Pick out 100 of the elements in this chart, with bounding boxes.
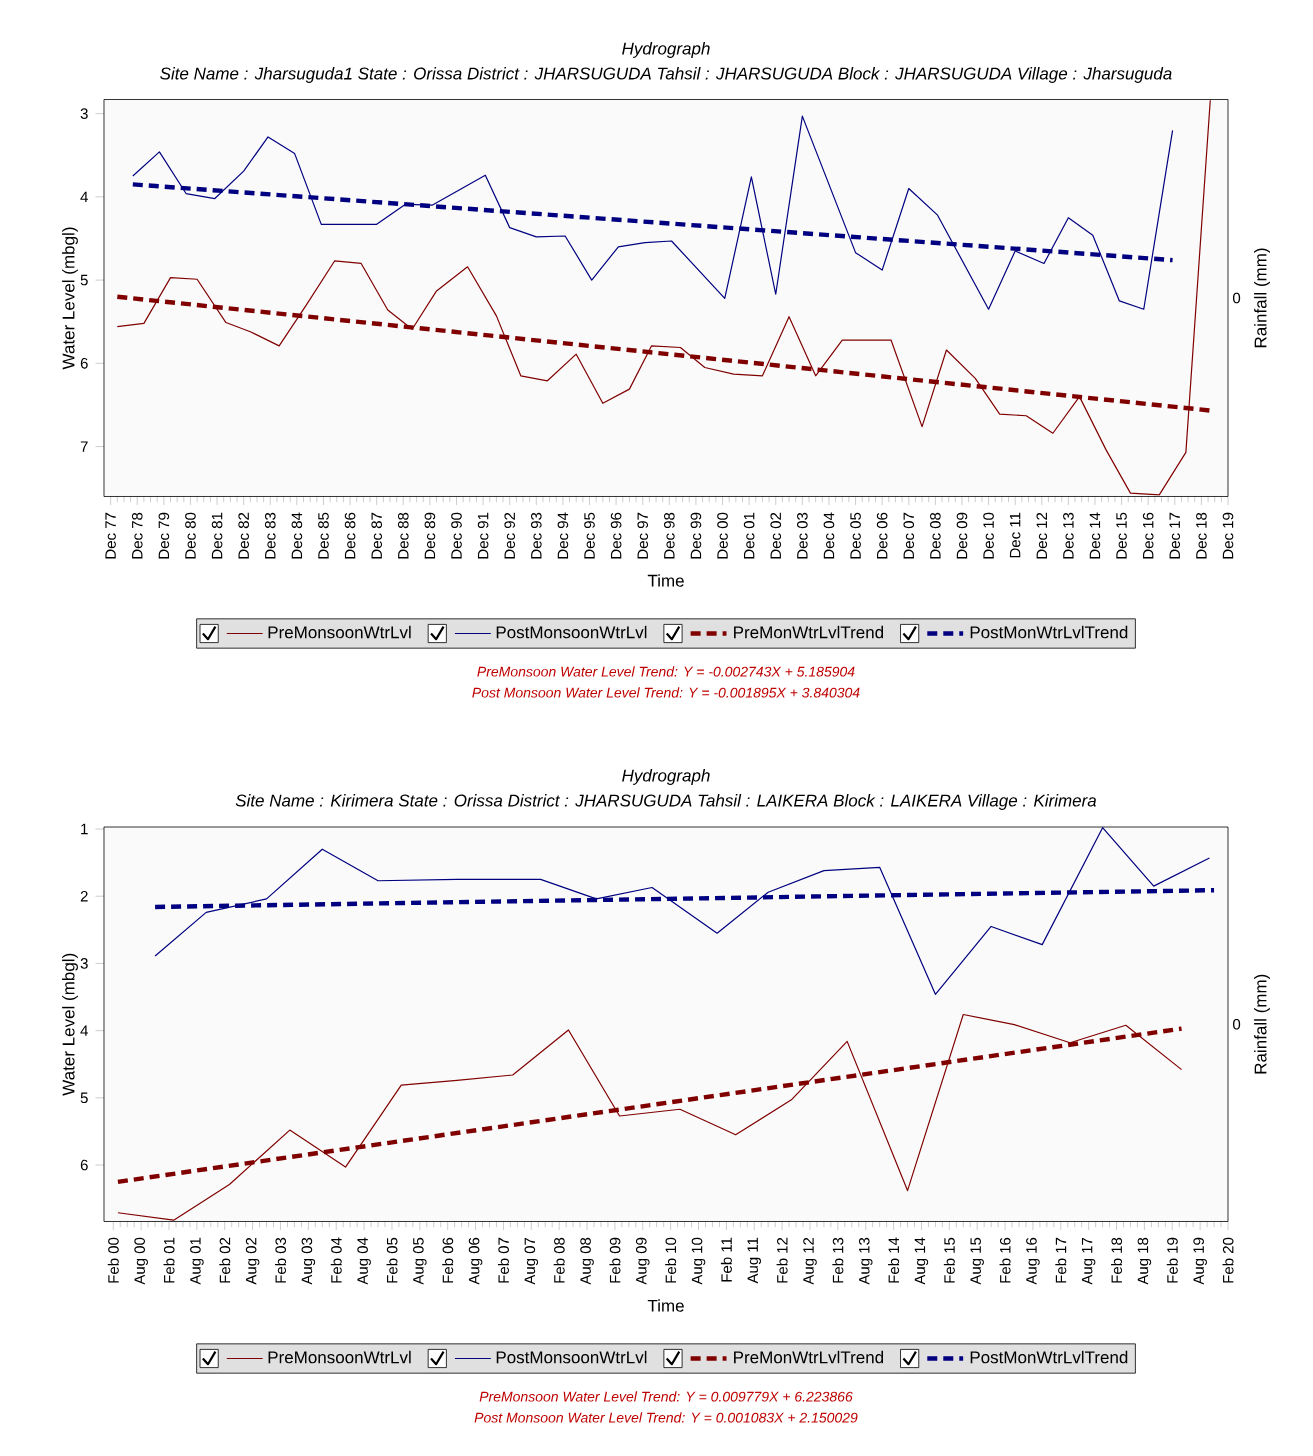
legend-label: PreMonWtrLvlTrend bbox=[734, 625, 884, 639]
x-tick-label: Feb 19 bbox=[1166, 1237, 1178, 1283]
x-tick-label: Dec 19 bbox=[1222, 512, 1234, 559]
x-tick-label: Dec 14 bbox=[1089, 512, 1101, 559]
x-tick-label: Dec 83 bbox=[264, 512, 276, 559]
y-tick-label: 4 bbox=[80, 1025, 88, 1036]
text: PreMonsoon Water Level Trend: Y = -0.002743X + 5.185904 bbox=[477, 666, 855, 677]
y-tick-label: 7 bbox=[80, 441, 88, 452]
x-tick-label: Dec 10 bbox=[983, 512, 994, 559]
y-axis-title: Water Level (mbgl) bbox=[62, 227, 78, 370]
y-tick-label: 5 bbox=[80, 274, 88, 286]
x-tick-label: Dec 13 bbox=[1063, 512, 1074, 559]
x-tick-label: Dec 15 bbox=[1116, 512, 1127, 559]
legend-label: PreMonsoonWtrLvl bbox=[268, 1350, 411, 1364]
x-tick-label: Aug 15 bbox=[970, 1237, 984, 1285]
x-tick-label: Feb 16 bbox=[999, 1237, 1011, 1283]
y-tick-label: 4 bbox=[80, 191, 88, 203]
x-tick-label: Dec 95 bbox=[584, 512, 595, 559]
x-tick-label: Dec 81 bbox=[211, 512, 223, 559]
x-tick-label: Dec 16 bbox=[1142, 512, 1154, 559]
x-tick-label: Dec 89 bbox=[424, 512, 436, 559]
x-tick-label: Feb 04 bbox=[330, 1237, 342, 1283]
line-series bbox=[154, 827, 1211, 995]
x-tick-label: Aug 16 bbox=[1026, 1237, 1040, 1285]
x-tick-label: Dec 85 bbox=[318, 512, 329, 559]
x-tick-label: Feb 10 bbox=[665, 1237, 677, 1283]
x-tick-label: Aug 05 bbox=[413, 1237, 427, 1285]
x-tick-label: Dec 04 bbox=[823, 512, 835, 559]
x-tick-label: Dec 91 bbox=[477, 512, 489, 559]
legend-label: PreMonsoonWtrLvl bbox=[268, 625, 411, 639]
x-tick-label: Dec 11 bbox=[1009, 512, 1021, 558]
x-tick-label: Feb 15 bbox=[943, 1237, 955, 1283]
x-tick-label: Aug 01 bbox=[190, 1237, 204, 1285]
y-tick-label: 6 bbox=[80, 1159, 88, 1171]
x-axis-title: Time bbox=[647, 1299, 684, 1312]
text: PreMonsoon Water Level Trend: Y = 0.009779X + 6.223866 bbox=[479, 1391, 853, 1402]
y-tick-label: 3 bbox=[80, 958, 88, 969]
x-tick-label: Dec 87 bbox=[371, 512, 383, 559]
x-tick-label: Dec 07 bbox=[903, 512, 915, 559]
legend-label: PreMonWtrLvlTrend bbox=[734, 1350, 884, 1364]
x-tick-label: Feb 18 bbox=[1111, 1237, 1123, 1283]
x-tick-label: Aug 19 bbox=[1193, 1237, 1207, 1285]
x-tick-label: Feb 08 bbox=[553, 1237, 565, 1283]
y-tick-label: 5 bbox=[80, 1092, 88, 1104]
x-tick-label: Feb 11 bbox=[720, 1237, 732, 1282]
y-axis-title: Water Level (mbgl) bbox=[62, 953, 78, 1096]
x-tick-label: Aug 08 bbox=[580, 1237, 594, 1285]
line-series bbox=[117, 1013, 1183, 1221]
x-tick-label: Dec 08 bbox=[930, 512, 941, 559]
x-tick-label: Feb 02 bbox=[219, 1237, 231, 1283]
x-tick-label: Dec 92 bbox=[504, 512, 516, 559]
y2-axis-title: Rainfall (mm) bbox=[1254, 248, 1270, 348]
y-tick-label: 2 bbox=[80, 890, 88, 902]
x-tick-label: Aug 04 bbox=[357, 1237, 371, 1285]
x-tick-label: Aug 06 bbox=[468, 1237, 483, 1285]
x-tick-label: Dec 79 bbox=[158, 512, 170, 559]
x-tick-label: Dec 05 bbox=[850, 512, 861, 559]
chart-subtitle: Site Name : Jharsuguda1 State : Orissa District : JHARSUGUDA Tahsil : JHARSUGUDA Block : JHARSUGUDA Village : Jharsuguda bbox=[160, 67, 1172, 83]
text: Post Monsoon Water Level Trend: Y = 0.001083X + 2.150029 bbox=[474, 1412, 858, 1423]
x-tick-label: Dec 80 bbox=[185, 512, 196, 559]
x-tick-label: Aug 07 bbox=[524, 1237, 539, 1285]
x-tick-label: Aug 03 bbox=[301, 1237, 316, 1285]
line-series bbox=[116, 99, 1211, 496]
x-tick-label: Feb 12 bbox=[776, 1237, 788, 1283]
x-tick-label: Feb 09 bbox=[609, 1237, 621, 1283]
x-tick-label: Dec 06 bbox=[876, 512, 888, 559]
x-tick-label: Feb 03 bbox=[275, 1237, 287, 1283]
x-tick-label: Feb 05 bbox=[386, 1237, 398, 1283]
x-tick-label: Dec 86 bbox=[344, 512, 356, 559]
x-tick-label: Dec 18 bbox=[1196, 512, 1207, 559]
x-tick-label: Aug 09 bbox=[635, 1237, 650, 1285]
x-tick-label: Dec 12 bbox=[1036, 512, 1048, 559]
x-tick-label: Aug 18 bbox=[1137, 1237, 1152, 1285]
x-tick-label: Dec 90 bbox=[451, 512, 462, 559]
legend-label: PostMonWtrLvlTrend bbox=[970, 625, 1128, 639]
text: 0 bbox=[1233, 1018, 1241, 1030]
x-tick-label: Dec 98 bbox=[664, 512, 675, 559]
x-tick-label: Aug 13 bbox=[858, 1237, 873, 1285]
x-tick-label: Feb 07 bbox=[497, 1237, 509, 1283]
x-tick-label: Dec 84 bbox=[291, 512, 303, 559]
x-tick-label: Aug 14 bbox=[914, 1237, 929, 1285]
x-tick-label: Dec 17 bbox=[1169, 512, 1181, 559]
x-tick-label: Dec 94 bbox=[557, 512, 569, 559]
y-tick-label: 6 bbox=[80, 358, 88, 369]
x-tick-label: Feb 14 bbox=[888, 1237, 900, 1283]
x-tick-label: Dec 93 bbox=[531, 512, 542, 559]
x-tick-label: Dec 77 bbox=[105, 512, 116, 559]
x-tick-label: Dec 96 bbox=[610, 512, 622, 559]
x-tick-label: Feb 20 bbox=[1222, 1237, 1234, 1283]
x-tick-label: Aug 02 bbox=[245, 1237, 260, 1285]
x-tick-label: Dec 99 bbox=[690, 512, 702, 559]
x-tick-label: Dec 88 bbox=[397, 512, 409, 559]
x-tick-label: Dec 02 bbox=[770, 512, 782, 559]
x-tick-label: Aug 11 bbox=[747, 1237, 761, 1284]
x-tick-label: Dec 01 bbox=[743, 512, 755, 559]
legend-label: PostMonsoonWtrLvl bbox=[496, 625, 647, 639]
y-tick-label: 1 bbox=[81, 823, 88, 835]
chart-subtitle: Site Name : Kirimera State : Orissa District : JHARSUGUDA Tahsil : LAIKERA Block : LAIKERA Village : Kirimera bbox=[235, 794, 1097, 810]
x-tick-label: Aug 00 bbox=[134, 1237, 148, 1285]
legend-label: PostMonsoonWtrLvl bbox=[496, 1350, 647, 1364]
